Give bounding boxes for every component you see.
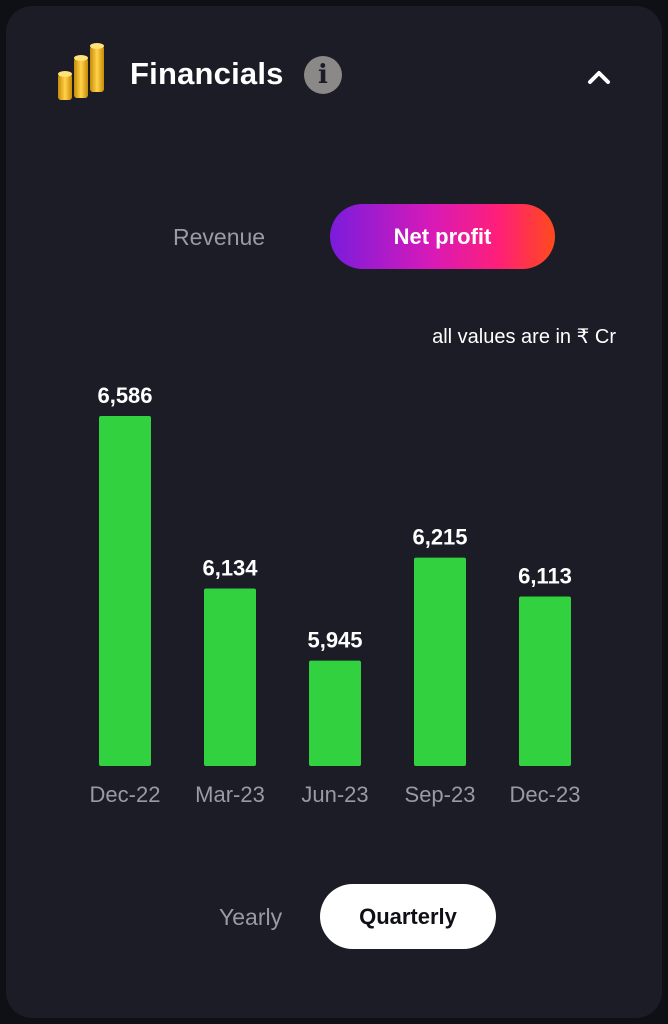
tab-quarterly[interactable]: Quarterly	[320, 884, 496, 949]
value-label-Sep-23: 6,215	[412, 525, 467, 550]
card-title: Financials	[130, 56, 284, 91]
bar-Jun-23[interactable]	[309, 660, 361, 766]
net-profit-bar-chart: 6,586 Dec-22 6,134 Mar-23 5,945 Jun-23 6,215 Se…	[90, 383, 581, 807]
period-toggle: Yearly Quarterly	[6, 884, 662, 950]
tab-revenue[interactable]: Revenue	[173, 224, 266, 250]
value-label-Dec-23: 6,113	[518, 564, 572, 589]
bar-Mar-23[interactable]	[204, 588, 256, 766]
chevron-up-icon[interactable]	[584, 62, 614, 92]
x-tick-label-Dec-22: Dec-22	[90, 782, 161, 807]
tab-net-profit[interactable]: Net profit	[330, 204, 555, 269]
metric-toggle: Revenue Net profit	[6, 204, 662, 270]
x-tick-label-Dec-23: Dec-23	[510, 782, 581, 807]
gold-coins-icon	[58, 43, 104, 100]
tab-yearly[interactable]: Yearly	[219, 904, 283, 930]
x-tick-label-Sep-23: Sep-23	[405, 782, 476, 807]
x-tick-label-Mar-23: Mar-23	[195, 782, 265, 807]
bar-Sep-23[interactable]	[414, 557, 466, 766]
value-label-Jun-23: 5,945	[307, 628, 362, 653]
value-label-Dec-22: 6,586	[97, 383, 152, 408]
x-tick-label-Jun-23: Jun-23	[301, 782, 368, 807]
bar-Dec-23[interactable]	[519, 596, 571, 766]
info-icon[interactable]: i	[304, 56, 342, 94]
value-label-Mar-23: 6,134	[202, 556, 258, 581]
financials-card: Financials i Revenue Net profit all valu…	[6, 6, 662, 1018]
card-header[interactable]: Financials i	[6, 6, 662, 146]
unit-note: all values are in ₹ Cr	[432, 326, 616, 348]
bar-Dec-22[interactable]	[99, 416, 151, 766]
